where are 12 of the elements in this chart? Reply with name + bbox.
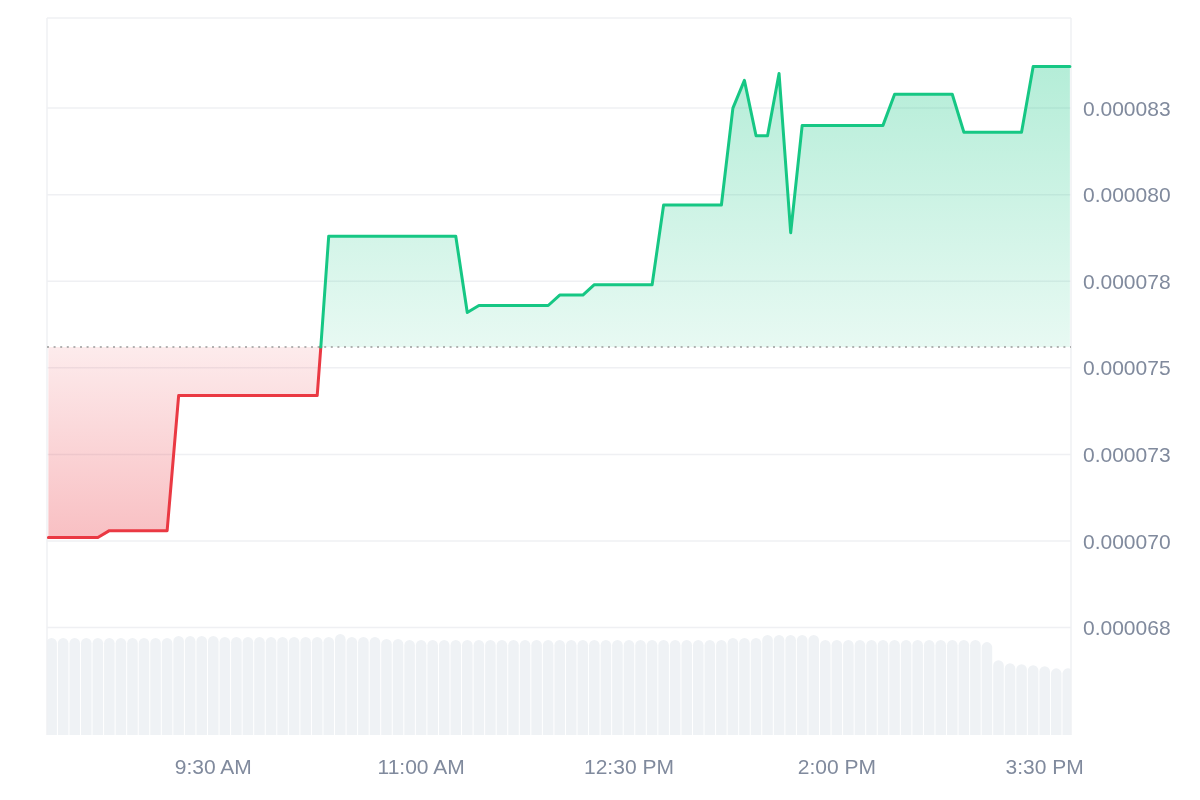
y-tick-label: 0.000080 bbox=[1083, 183, 1171, 207]
x-tick-label: 2:00 PM bbox=[797, 754, 876, 778]
y-tick-label: 0.000070 bbox=[1083, 529, 1171, 553]
x-tick-label: 12:30 PM bbox=[584, 754, 674, 778]
x-tick-label: 9:30 AM bbox=[174, 754, 252, 778]
x-tick-label: 3:30 PM bbox=[1005, 754, 1084, 778]
x-tick-label: 11:00 AM bbox=[377, 754, 465, 778]
y-tick-label: 0.000073 bbox=[1083, 442, 1171, 466]
y-tick-label: 0.000075 bbox=[1083, 356, 1171, 380]
y-tick-label: 0.000068 bbox=[1083, 616, 1171, 640]
y-tick-label: 0.000083 bbox=[1083, 96, 1171, 120]
y-tick-label: 0.000078 bbox=[1083, 269, 1171, 293]
